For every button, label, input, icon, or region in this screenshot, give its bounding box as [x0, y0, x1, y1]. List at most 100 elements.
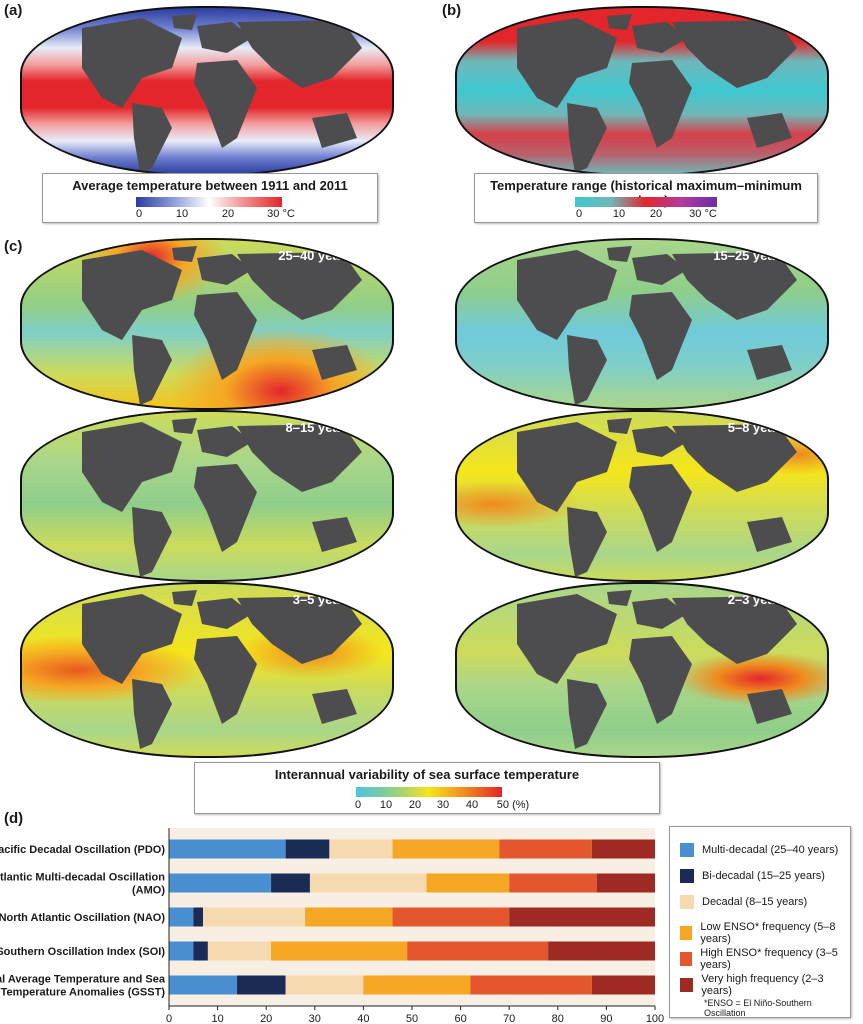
- landmass: [629, 636, 692, 724]
- tick-label: 10: [379, 799, 393, 811]
- landmass: [517, 594, 617, 684]
- category-label: North Atlantic Oscillation (NAO): [0, 912, 165, 924]
- landmass: [132, 103, 172, 173]
- landmass: [197, 22, 252, 53]
- landmass: [312, 113, 357, 148]
- landmass: [747, 113, 792, 148]
- category-label: Pacific Decadal Oscillation (PDO): [0, 844, 165, 856]
- x-tick-label: 70: [503, 1013, 515, 1024]
- landmass: [632, 598, 687, 629]
- landmass: [194, 464, 257, 552]
- bar-segment: [499, 839, 592, 859]
- landmass: [197, 254, 252, 285]
- landmass: [607, 590, 632, 606]
- map-label: 2–3 years: [727, 592, 787, 607]
- landmass: [194, 636, 257, 724]
- tick-label: 20: [221, 208, 235, 220]
- landmass: [237, 424, 362, 492]
- continents-shape: [517, 590, 797, 749]
- x-tick-label: 40: [357, 1013, 369, 1024]
- legend-label: Low ENSO* frequency (5–8 years): [700, 921, 836, 945]
- landmass: [632, 254, 687, 285]
- panel-letter-a: (a): [4, 2, 23, 19]
- x-tick-label: 0: [166, 1013, 172, 1024]
- tick-label: 30: [436, 799, 450, 811]
- landmass: [517, 422, 617, 512]
- variability-colorbar: [356, 787, 502, 797]
- landmass: [629, 292, 692, 380]
- landmass: [197, 426, 252, 457]
- landmass: [172, 246, 197, 262]
- panel-letter-c: (c): [4, 238, 23, 255]
- tick-label: 20: [649, 208, 663, 220]
- bar-segment: [169, 839, 286, 859]
- map-label: 8–15 years: [285, 420, 352, 435]
- tick-label: 20: [408, 799, 422, 811]
- category-label: Global Average Temperature and SeaSurfac…: [0, 974, 166, 999]
- legend-item: Low ENSO* frequency (5–8 years): [680, 921, 850, 945]
- bar-chart-legend: Multi-decadal (25–40 years) Bi-decadal (…: [669, 826, 851, 1018]
- continents-shape: [517, 246, 797, 405]
- landmass: [672, 252, 797, 320]
- landmass: [607, 246, 632, 262]
- legend-swatch: [680, 895, 694, 909]
- tick-label: 0: [354, 799, 362, 811]
- landmass: [312, 345, 357, 380]
- tick-label: 30 °C: [689, 208, 717, 220]
- map-temperature-range: [455, 6, 829, 176]
- map-label: 15–25 years: [713, 248, 787, 263]
- tick-label: 0: [575, 208, 583, 220]
- continents-shape: [517, 14, 797, 173]
- legend-item: Bi-decadal (15–25 years): [680, 869, 825, 883]
- landmass: [82, 18, 182, 108]
- legend-label: High ENSO* frequency (3–5 years): [700, 947, 838, 971]
- continents-shape: [82, 14, 362, 173]
- landmass: [672, 424, 797, 492]
- legend-label: Bi-decadal (15–25 years): [702, 870, 825, 882]
- temperature-colorbar: [136, 197, 282, 207]
- map-label: 25–40 years: [278, 248, 352, 263]
- landmass: [237, 596, 362, 664]
- legend-title: Average temperature between 1911 and 201…: [72, 178, 348, 193]
- landmass: [312, 689, 357, 724]
- landmass: [607, 418, 632, 434]
- landmass: [172, 14, 197, 30]
- tick-label: 10: [175, 208, 189, 220]
- landmass: [194, 60, 257, 148]
- legend-item: High ENSO* frequency (3–5 years): [680, 947, 850, 971]
- bar-segment: [509, 873, 597, 893]
- landmass: [747, 345, 792, 380]
- landmass: [567, 507, 607, 577]
- landmass: [567, 335, 607, 405]
- bar-segment: [169, 873, 272, 893]
- map-variability-25-40: 25–40 years: [20, 238, 394, 410]
- map-variability-15-25: 15–25 years: [455, 238, 829, 410]
- bar-segment: [193, 941, 208, 961]
- tick-label: 30 °C: [267, 208, 295, 220]
- landmass: [567, 103, 607, 173]
- landmass: [672, 596, 797, 664]
- legend-title: Interannual variability of sea surface t…: [274, 767, 580, 782]
- bar-segment: [470, 975, 592, 995]
- landmass: [747, 689, 792, 724]
- landmass: [632, 426, 687, 457]
- continents-shape: [82, 590, 362, 749]
- landmass: [197, 598, 252, 629]
- landmass: [517, 250, 617, 340]
- landmass: [82, 594, 182, 684]
- range-colorbar: [575, 197, 717, 207]
- tick-label: 10: [612, 208, 626, 220]
- continents-shape: [82, 246, 362, 405]
- landmass: [747, 517, 792, 552]
- landmass: [629, 60, 692, 148]
- landmass: [237, 252, 362, 320]
- landmass: [629, 464, 692, 552]
- landmass: [82, 422, 182, 512]
- bar-segment: [329, 839, 393, 859]
- x-tick-label: 80: [552, 1013, 564, 1024]
- legend-average-temperature: Average temperature between 1911 and 201…: [42, 173, 378, 223]
- x-tick-label: 90: [600, 1013, 612, 1024]
- bar-segment: [169, 975, 238, 995]
- legend-label: Multi-decadal (25–40 years): [702, 844, 839, 856]
- bar-segment: [193, 907, 204, 927]
